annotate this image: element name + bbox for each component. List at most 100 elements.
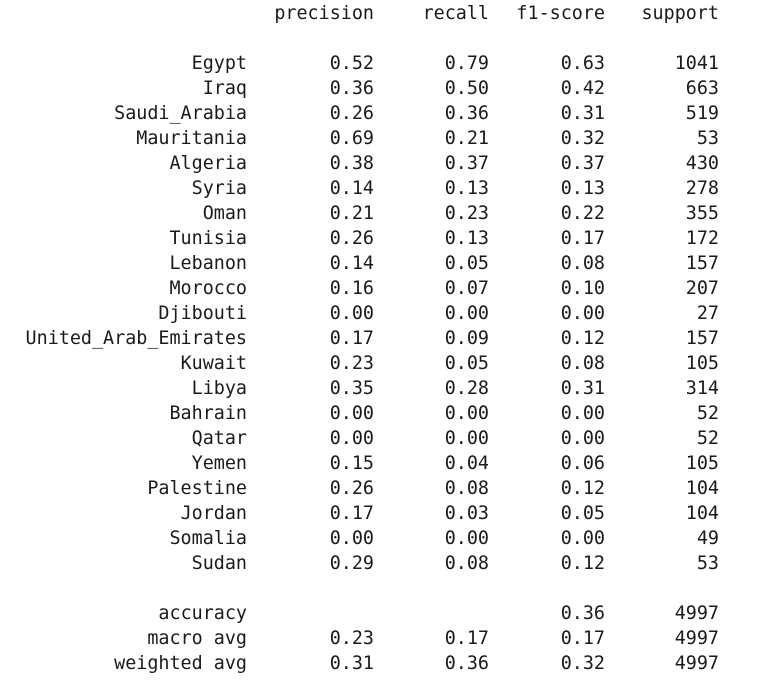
recall-value: 0.04 — [444, 453, 489, 474]
f1-value: 0.63 — [560, 53, 605, 74]
precision-value: 0.21 — [329, 203, 374, 224]
table-row: Sudan 0.29 0.08 0.12 53 — [0, 551, 760, 576]
table-row: Djibouti 0.00 0.00 0.00 27 — [0, 301, 760, 326]
support-value: 172 — [685, 228, 719, 249]
precision-value: 0.00 — [329, 303, 374, 324]
recall-value: 0.17 — [444, 628, 489, 649]
recall-value: 0.79 — [444, 53, 489, 74]
f1-value: 0.12 — [560, 328, 605, 349]
f1-value: 0.06 — [560, 453, 605, 474]
table-row: Somalia 0.00 0.00 0.00 49 — [0, 526, 760, 551]
recall-value: 0.13 — [444, 178, 489, 199]
row-label: Mauritania — [136, 128, 247, 149]
precision-value: 0.14 — [329, 178, 374, 199]
row-label: Saudi_Arabia — [114, 103, 247, 124]
row-label: Syria — [191, 178, 247, 199]
header-f1-score: f1-score — [516, 3, 605, 24]
precision-value: 0.52 — [329, 53, 374, 74]
table-row: Saudi_Arabia 0.26 0.36 0.31 519 — [0, 101, 760, 126]
recall-value: 0.05 — [444, 253, 489, 274]
precision-value: 0.23 — [329, 628, 374, 649]
support-value: 27 — [696, 303, 719, 324]
row-label: Bahrain — [169, 403, 247, 424]
f1-value: 0.31 — [560, 103, 605, 124]
summary-row-weighted-avg: weighted avg 0.31 0.36 0.32 4997 — [0, 651, 760, 676]
header-precision: precision — [274, 3, 374, 24]
recall-value: 0.00 — [444, 303, 489, 324]
support-value: 430 — [685, 153, 719, 174]
recall-value: 0.23 — [444, 203, 489, 224]
row-label: Algeria — [169, 153, 247, 174]
support-value: 104 — [685, 478, 719, 499]
row-label: Lebanon — [169, 253, 247, 274]
precision-value: 0.31 — [329, 653, 374, 674]
f1-value: 0.00 — [560, 403, 605, 424]
row-label: United_Arab_Emirates — [25, 328, 247, 349]
f1-value: 0.22 — [560, 203, 605, 224]
f1-value: 0.42 — [560, 78, 605, 99]
recall-value: 0.05 — [444, 353, 489, 374]
f1-value: 0.08 — [560, 353, 605, 374]
f1-value: 0.17 — [560, 228, 605, 249]
precision-value: 0.26 — [329, 103, 374, 124]
precision-value: 0.00 — [329, 528, 374, 549]
f1-value: 0.10 — [560, 278, 605, 299]
support-value: 1041 — [674, 53, 719, 74]
recall-value: 0.50 — [444, 78, 489, 99]
recall-value: 0.00 — [444, 403, 489, 424]
table-row: Libya 0.35 0.28 0.31 314 — [0, 376, 760, 401]
row-label: macro avg — [147, 628, 247, 649]
precision-value: 0.26 — [329, 228, 374, 249]
f1-value: 0.32 — [560, 653, 605, 674]
precision-value: 0.26 — [329, 478, 374, 499]
table-row: Palestine 0.26 0.08 0.12 104 — [0, 476, 760, 501]
f1-value: 0.00 — [560, 428, 605, 449]
recall-value: 0.36 — [444, 653, 489, 674]
precision-value: 0.23 — [329, 353, 374, 374]
recall-value: 0.13 — [444, 228, 489, 249]
row-label: Qatar — [191, 428, 247, 449]
precision-value: 0.38 — [329, 153, 374, 174]
precision-value: 0.36 — [329, 78, 374, 99]
recall-value: 0.07 — [444, 278, 489, 299]
table-row: Iraq 0.36 0.50 0.42 663 — [0, 76, 760, 101]
row-label: Kuwait — [180, 353, 247, 374]
support-value: 52 — [696, 403, 719, 424]
recall-value: 0.08 — [444, 553, 489, 574]
precision-value: 0.00 — [329, 403, 374, 424]
table-row: Egypt 0.52 0.79 0.63 1041 — [0, 51, 760, 76]
recall-value: 0.00 — [444, 528, 489, 549]
row-label: Tunisia — [169, 228, 247, 249]
support-value: 519 — [685, 103, 719, 124]
support-value: 157 — [685, 328, 719, 349]
recall-value: 0.09 — [444, 328, 489, 349]
f1-value: 0.36 — [560, 603, 605, 624]
header-recall: recall — [422, 3, 489, 24]
f1-value: 0.00 — [560, 528, 605, 549]
f1-value: 0.37 — [560, 153, 605, 174]
f1-value: 0.12 — [560, 478, 605, 499]
precision-value: 0.17 — [329, 503, 374, 524]
precision-value: 0.14 — [329, 253, 374, 274]
recall-value: 0.36 — [444, 103, 489, 124]
row-label: Libya — [191, 378, 247, 399]
table-row: Oman 0.21 0.23 0.22 355 — [0, 201, 760, 226]
support-value: 355 — [685, 203, 719, 224]
header-support: support — [641, 3, 719, 24]
support-value: 4997 — [674, 653, 719, 674]
recall-value: 0.08 — [444, 478, 489, 499]
support-value: 314 — [685, 378, 719, 399]
table-row: Kuwait 0.23 0.05 0.08 105 — [0, 351, 760, 376]
f1-value: 0.31 — [560, 378, 605, 399]
row-label: Somalia — [169, 528, 247, 549]
summary-row-macro-avg: macro avg 0.23 0.17 0.17 4997 — [0, 626, 760, 651]
table-row: Tunisia 0.26 0.13 0.17 172 — [0, 226, 760, 251]
row-label: weighted avg — [114, 653, 247, 674]
table-row: Syria 0.14 0.13 0.13 278 — [0, 176, 760, 201]
support-value: 53 — [696, 553, 719, 574]
row-label: Palestine — [147, 478, 247, 499]
header-row: precision recall f1-score support — [0, 1, 760, 26]
recall-value: 0.37 — [444, 153, 489, 174]
table-row: Algeria 0.38 0.37 0.37 430 — [0, 151, 760, 176]
